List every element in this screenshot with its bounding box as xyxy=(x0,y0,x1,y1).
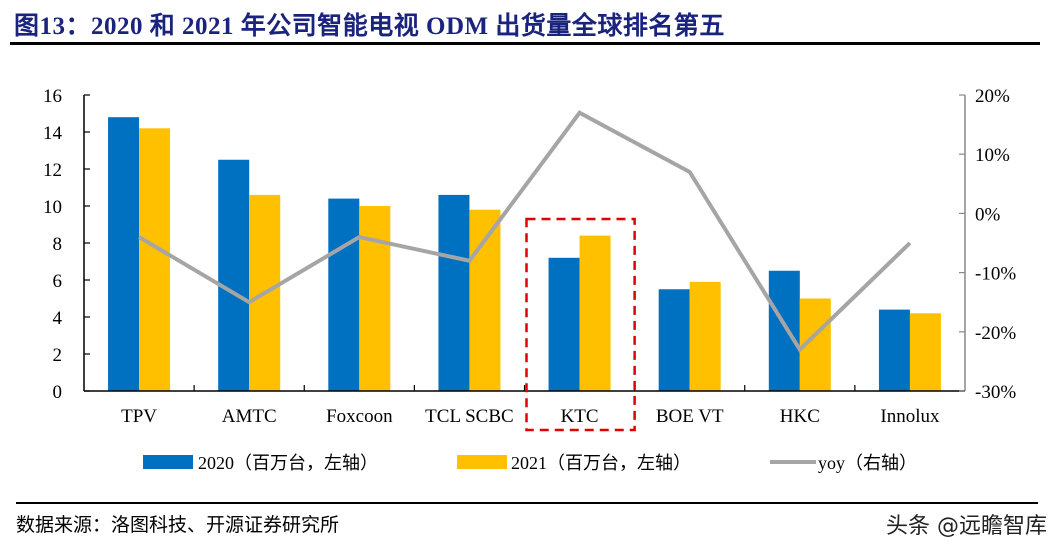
right-tick-label: 10% xyxy=(975,145,1010,166)
bar-2020-boe-vt xyxy=(658,289,690,391)
x-tick-label: TPV xyxy=(121,406,157,427)
labels-layer: TPV AMTC Foxcoon TCL SCBC KTC BOE VT HKC Innolu… xyxy=(43,86,1016,432)
right-tick-label: -20% xyxy=(975,323,1016,344)
left-tick-label: 8 xyxy=(53,234,63,255)
legend-label-2021: 2021（百万台，左轴） xyxy=(511,453,691,473)
left-tick-label: 6 xyxy=(53,271,63,292)
left-tick-label: 12 xyxy=(43,160,62,181)
bar-2021-boe-vt xyxy=(689,281,721,391)
left-tick-label: 0 xyxy=(53,382,63,403)
yoy-line-layer xyxy=(138,110,912,353)
left-tick-label: 14 xyxy=(43,123,63,144)
bars-layer xyxy=(108,117,941,392)
left-tick-label: 4 xyxy=(53,308,63,329)
bar-2020-innolux xyxy=(878,309,910,391)
bar-2020-hkc xyxy=(768,270,800,391)
bar-2020-tpv xyxy=(108,117,140,391)
legend: 2020（百万台，左轴） 2021（百万台，左轴） yoy（右轴） xyxy=(143,453,917,473)
chart-title: 图13：2020 和 2021 年公司智能电视 ODM 出货量全球排名第五 xyxy=(14,13,725,40)
left-tick-label: 10 xyxy=(43,197,62,218)
left-tick-label: 2 xyxy=(53,345,63,366)
bar-2020-foxcoon xyxy=(328,198,360,391)
x-tick-label: Innolux xyxy=(880,406,940,427)
bar-2021-tpv xyxy=(139,128,171,392)
x-tick-label: KTC xyxy=(561,406,599,427)
highlight-box-ktc xyxy=(525,217,636,432)
left-tick-label: 16 xyxy=(43,86,62,107)
footer-divider xyxy=(16,502,1038,504)
x-tick-label: HKC xyxy=(780,406,820,427)
right-tick-label: -30% xyxy=(975,382,1016,403)
watermark: 头条 @远瞻智库 xyxy=(886,514,1047,539)
legend-label-yoy: yoy（右轴） xyxy=(818,453,917,473)
x-tick-label: AMTC xyxy=(222,406,277,427)
bar-2020-tcl-scbc xyxy=(438,194,470,391)
title-divider xyxy=(10,42,1040,45)
bar-2020-amtc xyxy=(218,159,250,391)
source-note: 数据来源：洛图科技、开源证券研究所 xyxy=(16,515,340,536)
right-tick-label: 20% xyxy=(975,86,1010,107)
axes-layer xyxy=(83,94,966,392)
right-tick-label: -10% xyxy=(975,264,1016,285)
yoy-line xyxy=(138,110,912,353)
bar-2021-innolux xyxy=(909,313,941,391)
x-tick-label: BOE VT xyxy=(656,406,724,427)
bar-2021-foxcoon xyxy=(359,206,391,391)
bar-2020-ktc xyxy=(548,257,580,391)
legend-swatch-2020 xyxy=(143,455,193,469)
x-tick-label: Foxcoon xyxy=(326,406,393,427)
legend-label-2020: 2020（百万台，左轴） xyxy=(198,453,378,473)
legend-swatch-2021 xyxy=(457,455,507,469)
x-tick-label: TCL SCBC xyxy=(425,406,514,427)
right-tick-label: 0% xyxy=(975,204,1001,225)
bar-2021-ktc xyxy=(579,235,611,391)
